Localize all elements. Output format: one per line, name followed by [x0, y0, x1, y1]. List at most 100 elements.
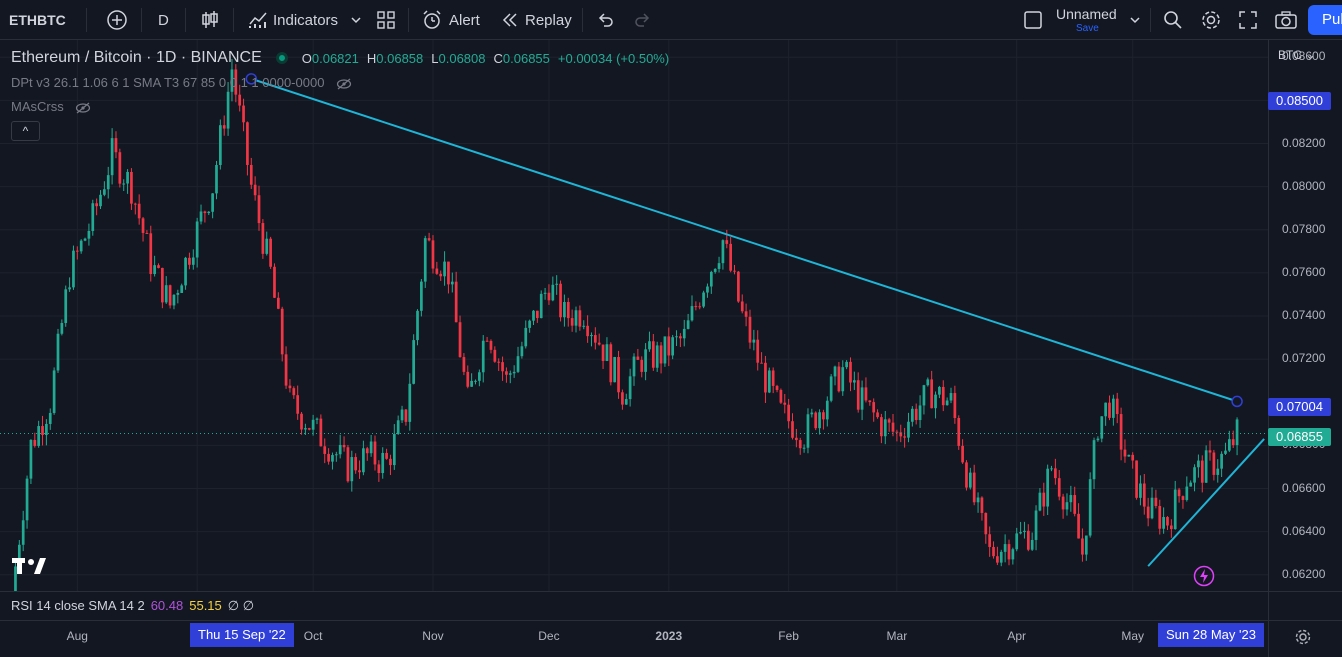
chart-type-button[interactable]: [200, 0, 220, 40]
candle-body: [659, 345, 663, 364]
save-status[interactable]: Save: [1076, 23, 1099, 34]
candle-body: [671, 337, 675, 356]
candle-body: [779, 389, 783, 403]
candle-body: [408, 383, 412, 422]
alarm-clock-icon: [423, 10, 441, 29]
candle-body: [1015, 533, 1019, 550]
axis-settings-gear-icon[interactable]: [1294, 628, 1312, 646]
candle-body: [1104, 402, 1107, 417]
candle-body: [605, 344, 609, 361]
compare-symbol-button[interactable]: [106, 0, 128, 40]
alert-button[interactable]: Alert: [421, 0, 480, 40]
candle-body: [1127, 454, 1131, 457]
interval-button[interactable]: D: [158, 0, 169, 40]
indicator-legend-mascrss[interactable]: MAsCrss: [11, 99, 91, 114]
fullscreen-button[interactable]: [1239, 0, 1257, 40]
replay-button[interactable]: Replay: [501, 0, 572, 40]
layout-name-button[interactable]: Unnamed: [1056, 0, 1117, 34]
candle-body: [79, 240, 83, 252]
candle-body: [37, 426, 41, 446]
candle-body: [257, 195, 261, 224]
tradingview-logo-icon[interactable]: [12, 556, 46, 578]
candle-body: [226, 91, 230, 129]
time-tick-label: Feb: [778, 629, 799, 643]
candle-body: [849, 361, 852, 383]
lightning-icon[interactable]: [1193, 565, 1215, 587]
candle-body: [829, 376, 833, 401]
candle-body: [566, 301, 570, 319]
candle-body: [883, 419, 887, 437]
collapse-legend-button[interactable]: ^: [11, 121, 40, 141]
candle-body: [938, 386, 941, 395]
candle-body: [679, 336, 682, 339]
price-tick-label: 0.07400: [1282, 308, 1326, 322]
candle-body: [690, 306, 694, 321]
symbol-legend[interactable]: Ethereum / Bitcoin · 1D · BINANCE O0.068…: [11, 49, 669, 67]
candle-body: [211, 193, 214, 212]
candle-body: [505, 371, 508, 375]
indicators-icon: [249, 12, 267, 28]
publish-button[interactable]: Pub: [1308, 5, 1342, 35]
square-icon: [1024, 11, 1042, 29]
chart-area[interactable]: [0, 40, 1342, 657]
candle-body: [1200, 460, 1204, 483]
templates-button[interactable]: [376, 0, 396, 40]
candle-body: [373, 441, 377, 465]
candle-body: [644, 349, 647, 372]
candle-body: [269, 238, 272, 267]
candle-body: [945, 400, 949, 406]
candle-body: [651, 341, 655, 368]
candle-body: [574, 310, 578, 326]
eye-hidden-icon[interactable]: [75, 102, 91, 114]
camera-icon: [1275, 11, 1297, 29]
candle-body: [597, 342, 601, 345]
candle-body: [1204, 450, 1208, 483]
candle-body: [992, 546, 995, 557]
layout-checkbox[interactable]: [1023, 0, 1043, 40]
candle-body: [1197, 460, 1200, 468]
candle-body: [1069, 495, 1073, 503]
candle-body: [752, 339, 756, 343]
candle-body: [199, 211, 203, 222]
snapshot-button[interactable]: [1275, 0, 1297, 40]
candle-body: [825, 400, 829, 420]
search-button[interactable]: [1163, 0, 1183, 40]
candle-body: [350, 457, 354, 482]
candle-body: [536, 310, 539, 319]
chevron-down-icon: [1130, 17, 1140, 24]
price-chart[interactable]: [0, 40, 1268, 592]
candle-body: [1038, 492, 1042, 511]
indicator-legend-dpt[interactable]: DPt v3 26.1 1.06 6 1 SMA T3 67 85 0 0 1 …: [11, 75, 352, 90]
undo-icon: [598, 13, 613, 27]
candle-body: [450, 281, 454, 285]
rsi-legend[interactable]: RSI 14 close SMA 14 2 60.48 55.15 ∅ ∅: [11, 598, 254, 614]
symbol-search-button[interactable]: ETHBTC: [9, 0, 66, 40]
candle-body: [845, 361, 848, 368]
layout-dropdown[interactable]: [1129, 0, 1141, 40]
market-status-icon[interactable]: [275, 52, 288, 64]
candle-body: [400, 409, 404, 421]
candle-body: [1123, 449, 1127, 457]
candle-body: [922, 385, 926, 406]
price-axis-currency[interactable]: BTC ⌄: [1278, 48, 1316, 62]
candle-body: [249, 164, 253, 185]
candle-body: [968, 472, 972, 488]
candle-body: [184, 257, 187, 286]
candle-body: [508, 373, 512, 375]
undo-button[interactable]: [596, 0, 614, 40]
candle-body: [891, 422, 895, 432]
symbol-label: ETHBTC: [9, 12, 66, 28]
indicators-dropdown[interactable]: [350, 0, 362, 40]
eye-hidden-icon[interactable]: [336, 78, 352, 90]
indicators-button[interactable]: Indicators: [247, 0, 338, 40]
candle-body: [157, 265, 160, 268]
redo-button[interactable]: [634, 0, 652, 40]
candle-body: [640, 359, 644, 372]
candle-body: [17, 544, 21, 567]
close-value: 0.06855: [502, 50, 550, 66]
candle-body: [798, 440, 802, 449]
candle-body: [416, 310, 419, 341]
settings-button[interactable]: [1200, 0, 1222, 40]
pane-divider[interactable]: [0, 591, 1342, 592]
candle-body: [423, 238, 427, 282]
